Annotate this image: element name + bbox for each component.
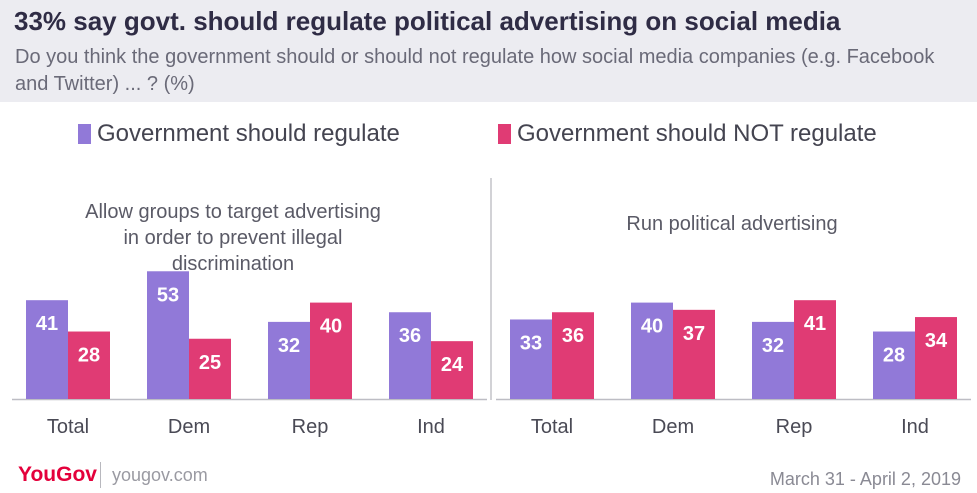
legend-label-should: Government should regulate: [97, 120, 400, 147]
bar: [389, 312, 431, 399]
bar: [26, 300, 68, 399]
footer-site: yougov.com: [112, 465, 208, 485]
bar: [189, 338, 231, 399]
legend-swatch-should: [78, 124, 91, 144]
panel-title-line: in order to prevent illegal: [123, 227, 342, 249]
tick-label: Total: [531, 416, 573, 438]
bar-chart: Allow groups to target advertising in ord…: [12, 201, 971, 438]
header-band: 33% say govt. should regulate political …: [0, 0, 977, 102]
bar: [510, 319, 552, 399]
tick-label: Rep: [292, 416, 329, 438]
bar: [552, 312, 594, 399]
yougov-logo: YouGov: [18, 463, 97, 486]
bar: [915, 317, 957, 399]
bar: [431, 341, 473, 399]
bar: [268, 321, 310, 399]
data-label: 40: [320, 316, 342, 338]
data-label: 24: [441, 354, 464, 376]
tick-label: Rep: [776, 416, 813, 438]
bar: [631, 302, 673, 399]
tick-label: Ind: [901, 416, 929, 438]
legend-swatch-should-not: [498, 124, 511, 144]
page-subtitle: Do you think the government should or sh…: [15, 46, 935, 95]
page-title: 33% say govt. should regulate political …: [14, 6, 841, 36]
bar: [752, 321, 794, 399]
data-label: 36: [399, 325, 421, 347]
footer-separator: [100, 462, 101, 488]
panel-title-line: Run political advertising: [626, 213, 837, 235]
tick-label: Total: [47, 416, 89, 438]
tick-label: Dem: [168, 416, 210, 438]
tick-label: Dem: [652, 416, 694, 438]
data-label: 53: [157, 284, 179, 306]
legend-label-should-not: Government should NOT regulate: [517, 120, 877, 147]
bar: [310, 302, 352, 399]
data-label: 40: [641, 316, 663, 338]
data-label: 34: [925, 330, 948, 352]
data-label: 32: [762, 335, 784, 357]
data-label: 25: [199, 352, 221, 374]
bar: [68, 331, 110, 399]
bar: [873, 331, 915, 399]
data-label: 28: [883, 345, 905, 367]
data-label: 37: [683, 323, 705, 345]
survey-date: March 31 - April 2, 2019: [769, 469, 961, 489]
bar: [147, 271, 189, 399]
bar: [673, 309, 715, 399]
data-label: 41: [804, 313, 826, 335]
bar: [794, 300, 836, 399]
data-label: 36: [562, 325, 584, 347]
panel-title-line: discrimination: [172, 253, 294, 275]
chart-legend: Government should regulate Government sh…: [0, 120, 977, 154]
legend-item-should-not: Government should NOT regulate: [498, 120, 877, 148]
panel-divider: [490, 178, 492, 400]
data-label: 41: [36, 313, 58, 335]
legend-item-should: Government should regulate: [78, 120, 400, 148]
data-label: 33: [520, 332, 542, 354]
tick-label: Ind: [417, 416, 445, 438]
data-label: 32: [278, 335, 300, 357]
data-label: 28: [78, 345, 100, 367]
panel-title-line: Allow groups to target advertising: [85, 201, 381, 223]
